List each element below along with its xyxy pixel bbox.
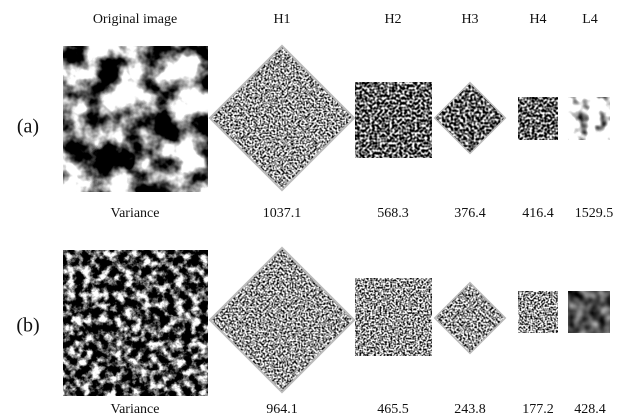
h4-image — [518, 291, 558, 333]
h1-image — [210, 46, 354, 190]
row-label: (b) — [16, 315, 39, 337]
column-header: H2 — [384, 12, 401, 27]
variance-value: 1037.1 — [263, 206, 302, 221]
column-header: Original image — [93, 12, 177, 27]
variance-value: 177.2 — [522, 402, 554, 417]
variance-value: 243.8 — [454, 402, 486, 417]
column-header: H4 — [529, 12, 546, 27]
column-header: H3 — [461, 12, 478, 27]
variance-label: Variance — [111, 206, 160, 221]
variance-value: 428.4 — [574, 402, 606, 417]
h3-image — [435, 83, 506, 154]
original-image — [63, 46, 208, 192]
l4-image — [568, 291, 610, 333]
column-header: H1 — [273, 12, 290, 27]
variance-value: 568.3 — [377, 206, 409, 221]
row-a-images — [63, 46, 610, 192]
figure: Original image H1 H2 H3 H4 L4 (a) — [0, 0, 620, 418]
h3-image — [435, 283, 506, 354]
variance-value: 964.1 — [266, 402, 298, 417]
variance-value: 1529.5 — [575, 206, 614, 221]
h1-image — [210, 248, 354, 392]
original-image — [63, 250, 208, 396]
column-header: L4 — [582, 12, 598, 27]
l4-image — [568, 97, 610, 140]
h2-image — [355, 278, 432, 356]
row-label: (a) — [17, 116, 39, 138]
variance-label: Variance — [111, 402, 160, 417]
h2-image — [355, 82, 432, 158]
row-b-images — [63, 248, 610, 396]
variance-value: 465.5 — [377, 402, 409, 417]
h4-image — [518, 97, 558, 140]
variance-value: 416.4 — [522, 206, 554, 221]
variance-value: 376.4 — [454, 206, 486, 221]
